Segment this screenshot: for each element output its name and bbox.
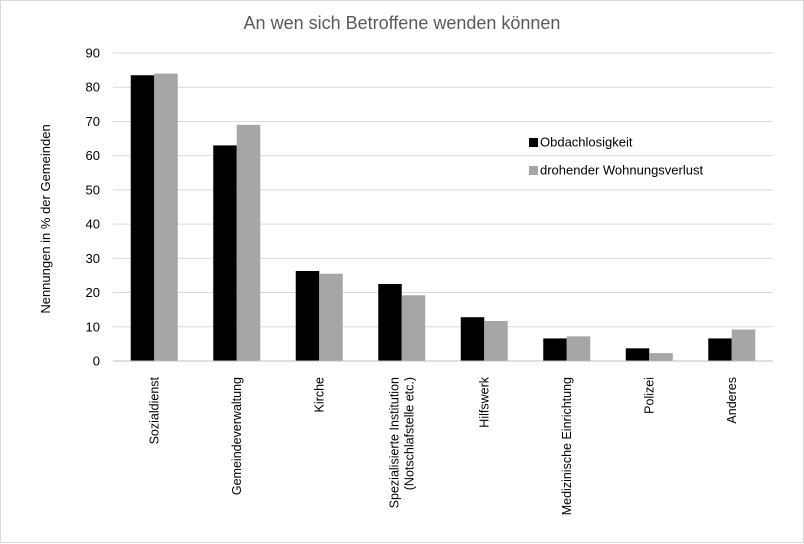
category-label: Sozialdienst (147, 376, 161, 444)
category-label: Anderes (725, 377, 739, 424)
y-tick-label: 0 (93, 354, 100, 369)
bar-obdachlosigkeit (625, 348, 650, 361)
category-label: (Notschlafstelle etc.) (402, 377, 416, 490)
y-tick-label: 30 (86, 251, 100, 266)
y-tick-label: 80 (86, 80, 100, 95)
legend-swatch (529, 138, 538, 147)
category-labels: Sozialdienst Gemeindeverwaltung Kirche Spez… (147, 376, 739, 515)
bars (130, 73, 756, 362)
category-label: Kirche (312, 377, 326, 412)
legend: Obdachlosigkeit drohender Wohnungsverlust (529, 135, 703, 178)
category-label: Medizinische Einrichtung (560, 377, 574, 515)
bar-wohnungsverlust (154, 73, 178, 362)
bar-wohnungsverlust (649, 353, 673, 361)
bar-obdachlosigkeit (708, 338, 732, 361)
gridlines (113, 52, 773, 328)
bar-obdachlosigkeit (378, 284, 402, 361)
bar-wohnungsverlust (731, 329, 756, 361)
y-tick-label: 90 (86, 46, 100, 61)
chart-title: An wen sich Betroffene wenden können (244, 13, 561, 33)
category-label: Gemeindeverwaltung (230, 377, 244, 495)
y-tick-label: 70 (86, 114, 100, 129)
legend-label: Obdachlosigkeit (540, 135, 633, 150)
y-tick-label: 10 (86, 319, 100, 334)
y-tick-label: 40 (86, 217, 100, 232)
bar-wohnungsverlust (566, 336, 591, 361)
bar-wohnungsverlust (319, 273, 343, 361)
y-axis-label: Nennungen in % der Gemeinden (38, 124, 53, 313)
legend-label: drohender Wohnungsverlust (540, 163, 703, 178)
bar-wohnungsverlust (236, 124, 261, 361)
bar-wohnungsverlust (484, 320, 508, 361)
bar-obdachlosigkeit (460, 317, 485, 361)
bar-obdachlosigkeit (130, 75, 155, 361)
legend-swatch (529, 166, 538, 175)
category-label: Hilfswerk (477, 376, 491, 427)
y-tick-label: 50 (86, 182, 100, 197)
y-tick-label: 60 (86, 148, 100, 163)
bar-wohnungsverlust (401, 295, 426, 361)
y-tick-labels: 0 10 20 30 40 50 60 70 80 90 (86, 46, 100, 369)
bar-obdachlosigkeit (295, 270, 320, 361)
bar-obdachlosigkeit (213, 145, 237, 361)
category-label: Spezialisierte Institution (387, 377, 401, 508)
bar-obdachlosigkeit (543, 338, 567, 361)
y-tick-label: 20 (86, 285, 100, 300)
category-label: Polizei (642, 377, 656, 414)
